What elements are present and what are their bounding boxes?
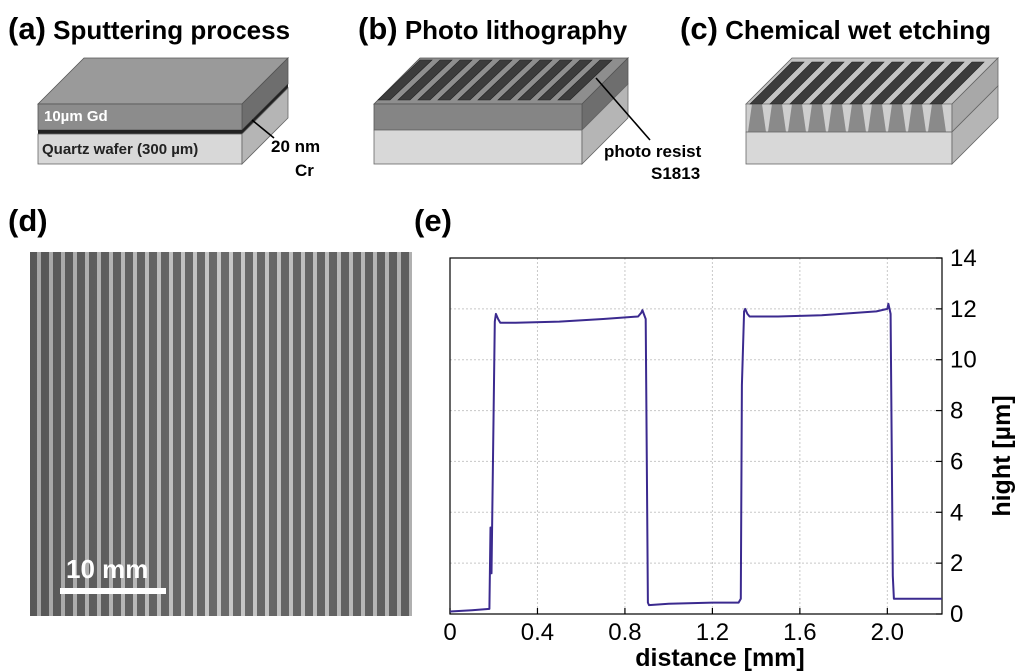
scale-bar (60, 588, 166, 594)
panel-a-title-text: Sputtering process (53, 15, 291, 45)
x-tick-labels: 0 0.4 0.8 1.2 1.6 2.0 (443, 619, 904, 646)
striped-grating-photo: 10 mm (30, 252, 412, 616)
y-tick-label: 0 (950, 601, 963, 628)
panel-c-label: (c) (680, 11, 718, 46)
x-tick-label: 1.6 (783, 619, 816, 646)
panel-b-gd-front (373, 103, 583, 131)
panel-a-gd-layer-label: 10µm Gd (44, 108, 108, 125)
panel-b-title: (b) Photo lithography (358, 13, 627, 44)
plot-frame (449, 257, 943, 615)
panel-e-label: (e) (414, 203, 452, 238)
photo-svg (30, 252, 412, 616)
x-tick-label: 0 (443, 619, 456, 646)
panel-b-resist-stripes (377, 59, 613, 101)
height-trace (449, 302, 942, 613)
x-tick-label: 0.4 (521, 619, 554, 646)
panel-a-gd-front (37, 103, 243, 131)
panel-c-quartz-side (951, 85, 999, 165)
y-tick-label: 12 (950, 296, 977, 323)
y-tick-label: 2 (950, 550, 963, 577)
panel-c-title-text: Chemical wet etching (725, 15, 991, 45)
panel-a-callout-line (251, 119, 275, 139)
panel-b-label: (b) (358, 11, 398, 46)
y-tick-label: 14 (950, 245, 977, 272)
panel-a-callout-line2: Cr (295, 161, 314, 180)
chart-ticks (449, 257, 942, 615)
panel-a-quartz-side (241, 87, 289, 165)
panel-a-callout-line1: 20 nm (271, 137, 321, 156)
height-profile-chart: 0 0.4 0.8 1.2 1.6 2.0 0 2 4 6 8 10 12 14 distance [m… (443, 245, 1016, 672)
panel-b-callout-line2: S1813 (651, 164, 701, 183)
panel-b-callout-line (595, 77, 651, 141)
y-tick-label: 6 (950, 448, 963, 475)
scale-bar-label: 10 mm (66, 554, 149, 584)
x-tick-label: 2.0 (871, 619, 904, 646)
y-axis-label: hight [µm] (988, 395, 1016, 516)
panel-c-diagram (745, 57, 999, 165)
panel-b-quartz-front (373, 129, 583, 165)
y-tick-label: 10 (950, 347, 977, 374)
panel-d-label: (d) (8, 203, 48, 238)
panel-a-quartz-label: Quartz wafer (300 µm) (42, 141, 199, 158)
x-axis-label: distance [mm] (635, 644, 804, 672)
y-tick-label: 8 (950, 398, 963, 425)
x-tick-label: 0.8 (608, 619, 641, 646)
panel-c-resist-stripes (749, 61, 985, 105)
panel-b-callout-line1: photo resist (604, 142, 702, 161)
x-tick-label: 1.2 (696, 619, 729, 646)
panel-a-quartz-front (37, 133, 243, 165)
photo-shading (30, 252, 412, 616)
y-tick-label: 4 (950, 499, 963, 526)
panel-b-quartz-side (581, 83, 629, 165)
panel-b-title-text: Photo lithography (404, 15, 628, 45)
process-diagrams (37, 57, 999, 165)
panel-c-title: (c) Chemical wet etching (680, 13, 991, 44)
panel-b-diagram (373, 57, 651, 165)
panel-c-quartz-front (745, 131, 953, 165)
panel-a-diagram (37, 57, 289, 165)
panel-a-title: (a) Sputtering process (8, 13, 290, 44)
y-tick-labels: 0 2 4 6 8 10 12 14 (950, 245, 977, 628)
panel-a-cr-layer (38, 130, 242, 134)
panel-a-label: (a) (8, 11, 46, 46)
panel-c-gd-ridges (748, 104, 946, 132)
